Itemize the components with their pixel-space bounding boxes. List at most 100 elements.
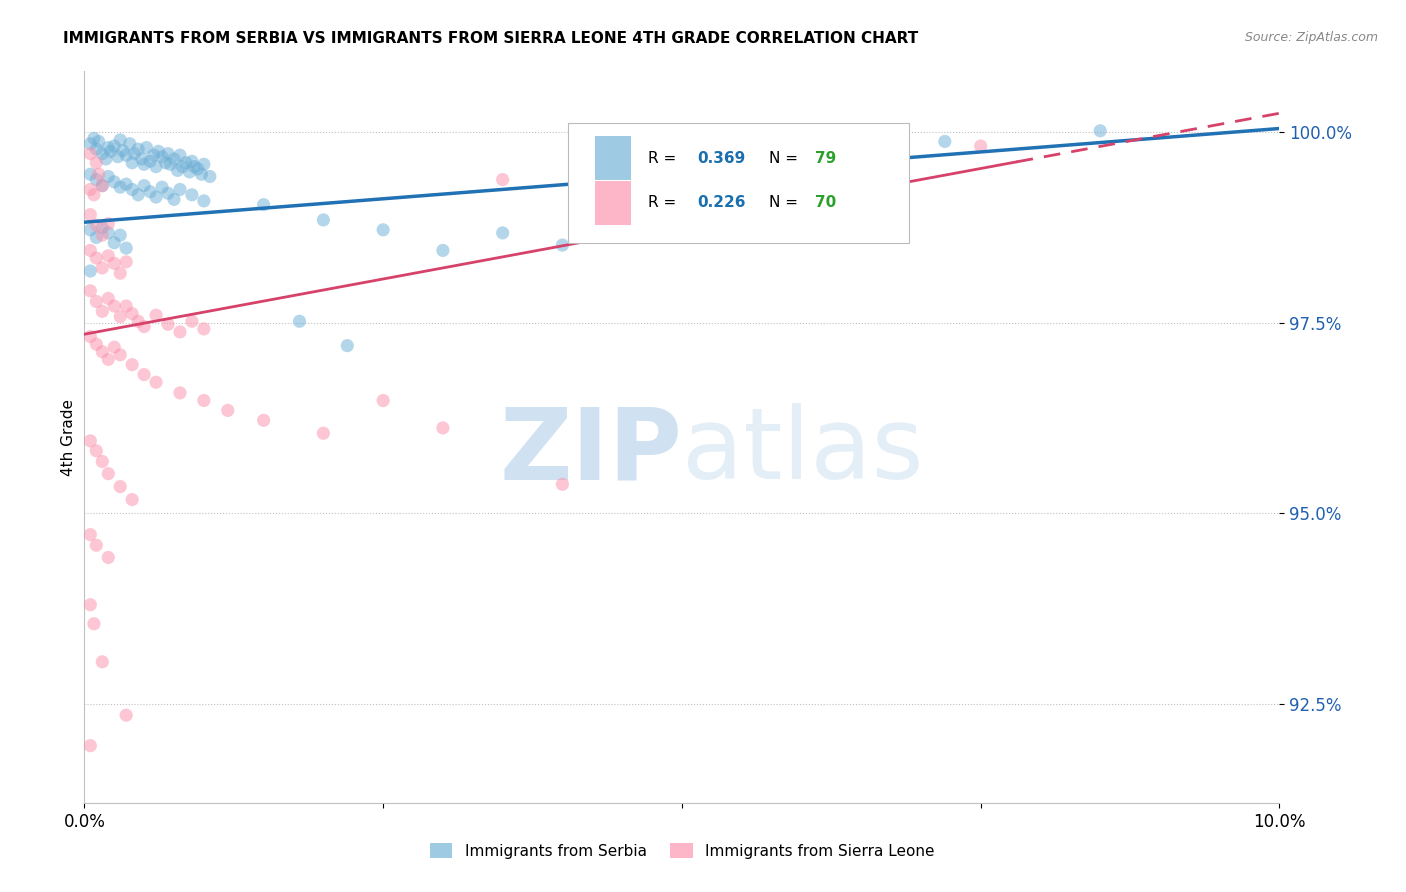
Point xyxy=(551,477,574,491)
Point xyxy=(193,157,215,171)
Point xyxy=(190,167,212,181)
Point xyxy=(131,152,153,166)
Point xyxy=(91,655,114,669)
Point xyxy=(103,340,125,354)
Point xyxy=(432,244,454,258)
Point xyxy=(148,145,170,159)
Point xyxy=(91,178,114,193)
Point xyxy=(79,264,101,278)
Point xyxy=(87,135,110,149)
Point xyxy=(86,155,108,169)
Point xyxy=(169,325,191,339)
Legend: Immigrants from Serbia, Immigrants from Sierra Leone: Immigrants from Serbia, Immigrants from … xyxy=(423,837,941,864)
Point xyxy=(336,338,359,352)
Point xyxy=(91,344,114,359)
Point xyxy=(934,135,956,149)
Point xyxy=(373,223,395,237)
Point xyxy=(79,136,101,151)
Point xyxy=(111,144,134,158)
Point xyxy=(83,616,105,631)
Point xyxy=(79,527,101,541)
Point xyxy=(121,307,143,321)
Text: N =: N = xyxy=(769,151,803,166)
Point xyxy=(79,167,101,181)
Point xyxy=(79,598,101,612)
Point xyxy=(187,161,209,176)
Point xyxy=(110,310,132,324)
Point xyxy=(79,182,101,196)
Text: Source: ZipAtlas.com: Source: ZipAtlas.com xyxy=(1244,31,1378,45)
Point xyxy=(312,213,335,227)
Point xyxy=(253,197,276,211)
Point xyxy=(79,329,101,343)
Point xyxy=(166,163,188,178)
Point xyxy=(115,255,138,269)
Point xyxy=(135,140,157,154)
Point xyxy=(163,192,186,206)
Point xyxy=(492,172,515,186)
Point xyxy=(193,322,215,336)
Point xyxy=(1090,124,1112,138)
Point xyxy=(124,146,146,161)
Point xyxy=(163,152,186,166)
Point xyxy=(169,385,191,400)
Point xyxy=(157,186,180,201)
Text: 70: 70 xyxy=(814,195,835,211)
Point xyxy=(183,160,205,174)
Point xyxy=(115,299,138,313)
Point xyxy=(193,393,215,408)
Point xyxy=(91,220,114,235)
Bar xyxy=(595,136,630,180)
Text: R =: R = xyxy=(648,195,682,211)
Point xyxy=(181,314,204,328)
Point xyxy=(110,228,132,243)
Point xyxy=(492,226,515,240)
Point xyxy=(110,348,132,362)
Point xyxy=(103,175,125,189)
Point xyxy=(94,152,117,166)
Point xyxy=(970,139,993,153)
Point xyxy=(132,319,156,334)
Point xyxy=(139,154,162,169)
Point xyxy=(790,145,813,159)
Point xyxy=(91,260,114,275)
Point xyxy=(86,142,108,156)
Point xyxy=(115,241,138,255)
Point xyxy=(145,375,167,389)
Point xyxy=(253,413,276,427)
Point xyxy=(172,160,194,174)
Point xyxy=(103,299,125,313)
Point xyxy=(91,178,114,193)
Point xyxy=(86,219,108,233)
Point xyxy=(121,182,143,196)
Point xyxy=(86,172,108,186)
Point xyxy=(87,167,110,181)
FancyBboxPatch shape xyxy=(568,122,910,244)
Point xyxy=(97,249,120,263)
Point xyxy=(97,467,120,481)
Point xyxy=(142,148,165,162)
Point xyxy=(181,154,204,169)
Point xyxy=(79,223,101,237)
Text: 0.369: 0.369 xyxy=(697,151,745,166)
Point xyxy=(139,185,162,199)
Point xyxy=(179,165,201,179)
Point xyxy=(115,177,138,191)
Point xyxy=(97,217,120,231)
Point xyxy=(432,421,454,435)
Point xyxy=(127,314,149,328)
Point xyxy=(551,238,574,252)
Point xyxy=(86,538,108,552)
Point xyxy=(103,235,125,250)
Point xyxy=(103,139,125,153)
Point xyxy=(312,426,335,441)
Point xyxy=(110,133,132,147)
Point xyxy=(79,244,101,258)
Point xyxy=(86,443,108,458)
Point xyxy=(671,155,693,169)
Point xyxy=(97,140,120,154)
Point xyxy=(107,150,129,164)
Point xyxy=(91,228,114,243)
Point xyxy=(91,304,114,318)
Point xyxy=(288,314,311,328)
